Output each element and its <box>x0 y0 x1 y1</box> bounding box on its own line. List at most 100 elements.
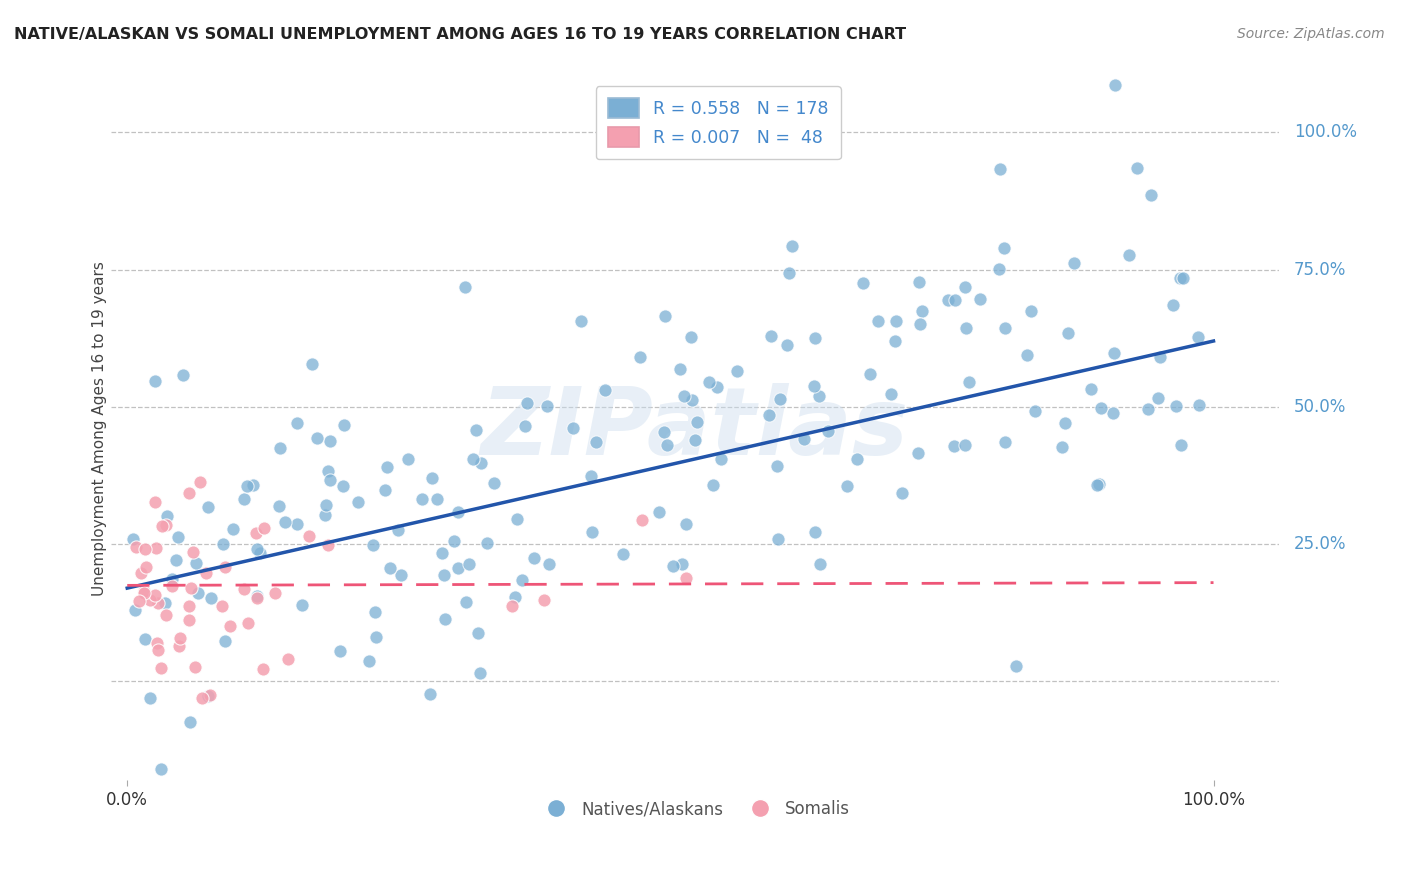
Point <box>447 505 470 519</box>
Point <box>778 266 800 280</box>
Point <box>675 571 697 585</box>
Point <box>454 279 477 293</box>
Point <box>470 666 492 681</box>
Point <box>212 537 235 551</box>
Point <box>155 518 177 533</box>
Point <box>1053 417 1076 431</box>
Point <box>132 585 155 599</box>
Point <box>1161 298 1184 312</box>
Point <box>803 379 825 393</box>
Point <box>236 615 259 630</box>
Point <box>305 431 328 445</box>
Point <box>179 715 201 730</box>
Point <box>253 520 276 534</box>
Point <box>380 560 402 574</box>
Point <box>969 292 991 306</box>
Point <box>1140 187 1163 202</box>
Point <box>145 636 167 650</box>
Point <box>1170 438 1192 452</box>
Point <box>246 542 269 557</box>
Point <box>134 584 156 599</box>
Point <box>505 512 527 526</box>
Point <box>432 567 454 582</box>
Point <box>298 529 321 543</box>
Point <box>333 418 356 433</box>
Point <box>1085 478 1108 492</box>
Point <box>697 376 720 390</box>
Point <box>457 557 479 571</box>
Point <box>595 383 617 397</box>
Point <box>654 310 676 324</box>
Point <box>852 276 875 290</box>
Point <box>769 392 792 406</box>
Text: 75.0%: 75.0% <box>1294 260 1346 278</box>
Point <box>1024 404 1046 418</box>
Point <box>218 618 240 632</box>
Point <box>835 479 858 493</box>
Point <box>267 499 290 513</box>
Point <box>179 486 201 500</box>
Point <box>145 588 167 602</box>
Point <box>285 417 308 431</box>
Point <box>652 425 675 440</box>
Point <box>891 486 914 500</box>
Point <box>186 556 208 570</box>
Point <box>148 596 170 610</box>
Point <box>994 321 1017 335</box>
Point <box>681 393 703 408</box>
Point <box>184 660 207 674</box>
Point <box>686 415 709 429</box>
Point <box>433 612 456 626</box>
Point <box>214 560 236 574</box>
Point <box>1118 248 1140 262</box>
Point <box>122 532 145 546</box>
Point <box>242 478 264 492</box>
Point <box>1166 399 1188 413</box>
Point <box>387 524 409 538</box>
Point <box>662 558 685 573</box>
Point <box>866 314 889 328</box>
Point <box>668 362 690 376</box>
Point <box>475 535 498 549</box>
Point <box>389 568 412 582</box>
Point <box>314 508 336 522</box>
Point <box>169 640 191 654</box>
Point <box>197 500 219 514</box>
Point <box>846 451 869 466</box>
Point <box>1063 256 1085 270</box>
Point <box>516 396 538 410</box>
Point <box>1057 326 1080 340</box>
Point <box>155 608 177 623</box>
Point <box>942 439 965 453</box>
Point <box>1080 382 1102 396</box>
Point <box>908 275 931 289</box>
Point <box>364 631 387 645</box>
Point <box>501 599 523 613</box>
Point <box>454 595 477 609</box>
Point <box>139 593 162 607</box>
Point <box>725 363 748 377</box>
Point <box>129 566 152 580</box>
Point <box>880 387 903 401</box>
Point <box>252 662 274 676</box>
Point <box>710 451 733 466</box>
Y-axis label: Unemployment Among Ages 16 to 19 years: Unemployment Among Ages 16 to 19 years <box>93 261 107 597</box>
Point <box>533 593 555 607</box>
Point <box>419 687 441 701</box>
Point <box>135 560 157 574</box>
Legend: Natives/Alaskans, Somalis: Natives/Alaskans, Somalis <box>533 793 856 825</box>
Point <box>581 524 603 539</box>
Point <box>1136 402 1159 417</box>
Point <box>817 425 839 439</box>
Point <box>150 661 173 675</box>
Point <box>411 492 433 507</box>
Point <box>125 540 148 554</box>
Point <box>886 314 908 328</box>
Point <box>1088 476 1111 491</box>
Point <box>776 337 799 351</box>
Point <box>166 530 188 544</box>
Point <box>628 350 651 364</box>
Point <box>672 389 695 403</box>
Point <box>793 432 815 446</box>
Point <box>911 304 934 318</box>
